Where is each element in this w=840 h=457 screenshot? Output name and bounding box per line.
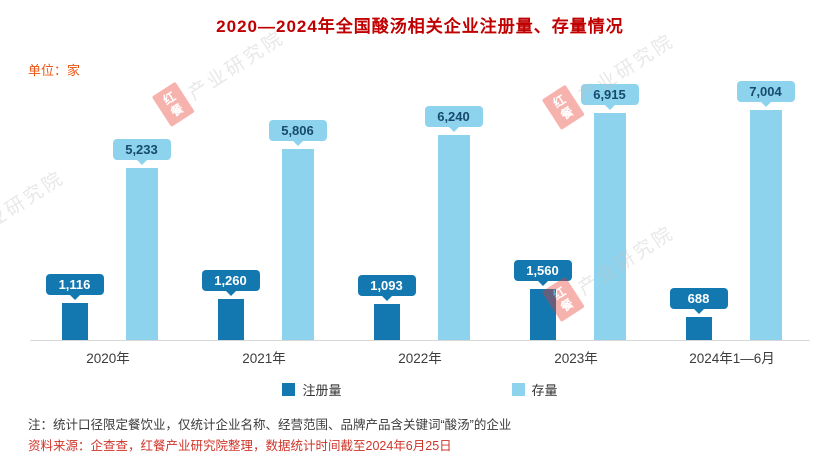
- bar-group: 1,560 6,915: [498, 83, 654, 340]
- registration-bar-column: 1,093: [357, 275, 416, 340]
- category-label: 2022年: [398, 351, 442, 366]
- registration-bar: [217, 298, 244, 340]
- registration-bar-column: 1,560: [513, 259, 572, 340]
- stock-bar-column: 5,806: [268, 120, 327, 340]
- stock-value-badge: 6,915: [580, 83, 639, 105]
- stock-bar-column: 6,915: [580, 83, 639, 340]
- category-label: 2023年: [554, 351, 598, 366]
- footnote-scope: 注：统计口径限定餐饮业，仅统计企业名称、经营范围、品牌产品含关键词“酸汤”的企业: [28, 418, 512, 432]
- stock-bar: [593, 112, 626, 340]
- legend-item-registration: 注册量: [282, 380, 342, 399]
- stock-value-badge: 5,806: [268, 120, 327, 142]
- registration-value-badge: 1,260: [201, 269, 260, 291]
- registration-bar-column: 1,260: [201, 269, 260, 340]
- registration-value-badge: 1,116: [45, 274, 104, 296]
- stock-bar: [125, 168, 158, 340]
- registration-bar: [61, 303, 88, 340]
- bar-group: 1,093 6,240: [342, 105, 498, 340]
- unit-label: 单位：家: [28, 63, 81, 78]
- stock-value-badge: 5,233: [112, 139, 171, 160]
- badge-pointer-icon: [760, 101, 771, 107]
- badge-pointer-icon: [604, 104, 615, 110]
- registration-bar: [373, 304, 400, 340]
- badge-pointer-icon: [69, 295, 80, 301]
- registration-value-badge: 1,093: [357, 275, 416, 297]
- legend-swatch-registration-icon: [282, 383, 296, 396]
- stock-bar-column: 5,233: [112, 139, 171, 340]
- legend-item-stock: 存量: [511, 380, 558, 399]
- category-label: 2021年: [242, 351, 286, 366]
- badge-pointer-icon: [225, 290, 236, 296]
- badge-pointer-icon: [136, 160, 147, 165]
- registration-bar: [685, 317, 712, 340]
- stock-bar-column: 7,004: [736, 80, 795, 340]
- category-labels: 2020年 2021年 2022年 2023年 2024年1—6月: [30, 347, 810, 367]
- stock-bar-column: 6,240: [424, 105, 483, 340]
- category-label: 2020年: [86, 351, 130, 366]
- bar-groups: 1,116 5,233 1,260 5,806 1,093 6,240 1,560 6,915…: [30, 70, 810, 341]
- badge-pointer-icon: [448, 126, 459, 132]
- registration-bar-column: 1,116: [45, 274, 104, 340]
- legend-label-stock: 存量: [531, 383, 558, 398]
- badge-pointer-icon: [292, 141, 303, 147]
- stock-value-badge: 6,240: [424, 105, 483, 127]
- registration-value-badge: 1,560: [513, 259, 572, 281]
- bar-group: 1,260 5,806: [186, 120, 342, 340]
- stock-bar: [281, 149, 314, 340]
- footnote-source: 资料来源：企查查，红餐产业研究院整理，数据统计时间截至2024年6月25日: [28, 439, 452, 453]
- legend-label-registration: 注册量: [302, 383, 342, 398]
- badge-pointer-icon: [537, 280, 548, 286]
- badge-pointer-icon: [693, 309, 704, 315]
- stock-value-badge: 7,004: [736, 80, 795, 102]
- legend: 注册量 存量: [0, 380, 840, 399]
- legend-swatch-stock-icon: [511, 383, 525, 396]
- stock-bar: [749, 109, 782, 340]
- bar-group: 1,116 5,233: [30, 139, 186, 340]
- registration-value-badge: 688: [669, 288, 728, 310]
- stock-bar: [437, 134, 470, 340]
- registration-bar: [529, 288, 556, 340]
- category-label: 2024年1—6月: [689, 351, 775, 366]
- page-title: 2020—2024年全国酸汤相关企业注册量、存量情况: [216, 17, 624, 36]
- bar-group: 688 7,004: [654, 80, 810, 340]
- registration-bar-column: 688: [669, 288, 728, 340]
- badge-pointer-icon: [381, 296, 392, 302]
